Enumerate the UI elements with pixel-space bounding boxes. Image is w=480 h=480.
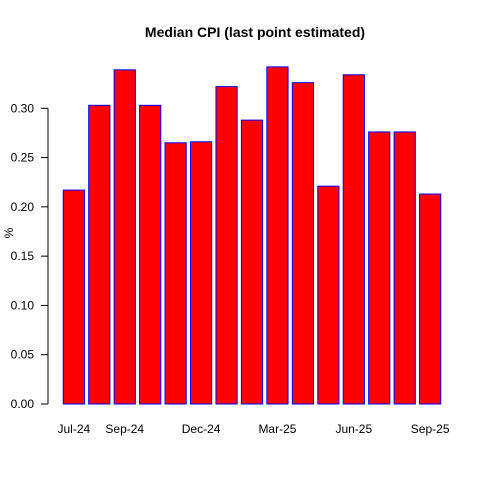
y-tick-label-0.20: 0.20 <box>11 200 35 214</box>
x-tick-label-Sep-25: Sep-25 <box>411 422 450 436</box>
bar-Aug-25 <box>393 131 416 405</box>
y-tick-label-0.30: 0.30 <box>11 101 35 115</box>
bar-Jul-24 <box>62 189 85 405</box>
y-tick-label-0.05: 0.05 <box>11 348 35 362</box>
bar-Nov-24 <box>164 142 187 405</box>
y-tick-label-0.10: 0.10 <box>11 298 35 312</box>
bar-May-25 <box>317 185 340 405</box>
bar-Jun-25 <box>342 74 365 405</box>
bar-Feb-25 <box>240 119 264 405</box>
y-tick-label-0.15: 0.15 <box>11 249 35 263</box>
y-axis: 0.00 0.05 0.10 0.15 0.20 0.25 0.30 <box>11 101 49 411</box>
bar-Sep-24 <box>113 69 136 405</box>
bar-Sep-25 <box>419 193 442 405</box>
x-tick-label-Dec-24: Dec-24 <box>182 422 221 436</box>
bar-Mar-25 <box>266 66 289 405</box>
y-tick-label-0.25: 0.25 <box>11 151 35 165</box>
bar-Dec-24 <box>189 141 213 405</box>
bars <box>62 66 442 405</box>
x-tick-label-Sep-24: Sep-24 <box>105 422 144 436</box>
y-tick-label-0.00: 0.00 <box>11 397 35 411</box>
x-tick-label-Mar-25: Mar-25 <box>258 422 296 436</box>
y-axis-label: % <box>2 227 16 238</box>
bar-Aug-24 <box>88 104 111 405</box>
x-tick-label-Jul-24: Jul-24 <box>58 422 91 436</box>
chart-title: Median CPI (last point estimated) <box>145 24 365 40</box>
x-tick-label-Jun-25: Jun-25 <box>335 422 372 436</box>
bar-Apr-25 <box>291 82 315 405</box>
bar-Jul-25 <box>368 131 391 405</box>
bar-Jan-25 <box>215 86 238 405</box>
bar-Oct-24 <box>139 104 162 405</box>
x-tick-labels: Jul-24 Sep-24 Dec-24 Mar-25 Jun-25 Sep-25 <box>58 422 450 436</box>
